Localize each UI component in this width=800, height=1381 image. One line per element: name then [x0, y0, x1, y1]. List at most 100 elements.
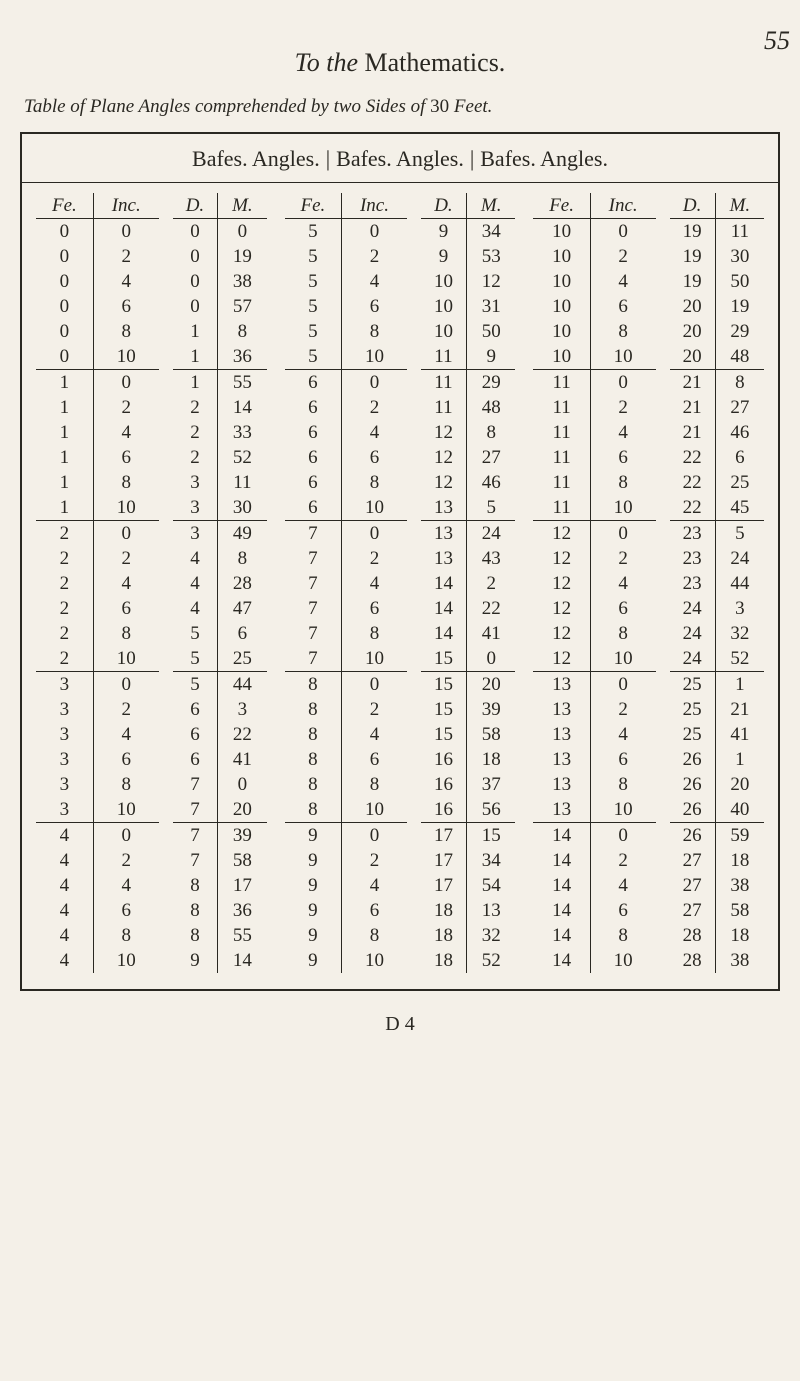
table-row: 1142146 [533, 420, 764, 445]
cell-m: 38 [715, 948, 764, 973]
cell-d: 1 [173, 370, 218, 396]
table-row: 136261 [533, 747, 764, 772]
table-row: 13102640 [533, 797, 764, 823]
cell-m: 55 [218, 923, 267, 948]
cell-fe: 7 [285, 596, 342, 621]
cell-d: 25 [670, 672, 716, 698]
table-row: 06057 [36, 294, 267, 319]
table-row: 1482818 [533, 923, 764, 948]
cell-m: 49 [218, 521, 267, 547]
row-gap [159, 646, 173, 672]
cell-m: 0 [467, 646, 516, 672]
row-gap [159, 294, 173, 319]
row-gap [656, 521, 670, 547]
cell-d: 10 [421, 294, 467, 319]
cell-fe: 11 [533, 470, 590, 495]
cell-inc: 0 [93, 672, 158, 698]
cell-d: 15 [421, 697, 467, 722]
cell-fe: 3 [36, 747, 93, 772]
row-gap [159, 747, 173, 772]
cell-d: 13 [421, 521, 467, 547]
cell-d: 7 [173, 823, 218, 849]
row-gap [407, 722, 421, 747]
table-row: 36641 [36, 747, 267, 772]
cell-d: 0 [173, 269, 218, 294]
cell-d: 17 [421, 823, 467, 849]
cell-m: 38 [218, 269, 267, 294]
row-gap [159, 923, 173, 948]
row-gap [656, 747, 670, 772]
cell-m: 58 [218, 848, 267, 873]
cell-m: 44 [715, 571, 764, 596]
table-row: 1322521 [533, 697, 764, 722]
table-row: 710150 [285, 646, 516, 672]
cell-d: 24 [670, 646, 716, 672]
cell-fe: 11 [533, 395, 590, 420]
cell-inc: 6 [590, 898, 655, 923]
cell-inc: 10 [93, 797, 158, 823]
cell-m: 32 [467, 923, 516, 948]
subtitle-num: 30 [430, 96, 449, 117]
cell-d: 15 [421, 722, 467, 747]
table-row: 34622 [36, 722, 267, 747]
row-gap [656, 772, 670, 797]
cell-d: 1 [173, 319, 218, 344]
cell-fe: 9 [285, 898, 342, 923]
cell-d: 8 [173, 898, 218, 923]
row-gap [407, 823, 421, 849]
row-gap [656, 344, 670, 370]
cell-m: 52 [218, 445, 267, 470]
col-head-fe: Fe. [285, 193, 342, 219]
cell-fe: 1 [36, 445, 93, 470]
cell-d: 15 [421, 672, 467, 698]
table-row: 901715 [285, 823, 516, 849]
cell-m: 9 [467, 344, 516, 370]
cell-inc: 4 [342, 722, 407, 747]
cell-inc: 8 [590, 621, 655, 646]
table-row: 961813 [285, 898, 516, 923]
cell-inc: 6 [342, 294, 407, 319]
cell-inc: 8 [93, 772, 158, 797]
cell-d: 6 [173, 697, 218, 722]
row-gap [407, 672, 421, 698]
cell-d: 17 [421, 873, 467, 898]
cell-fe: 1 [36, 420, 93, 445]
col-head-d: D. [173, 193, 218, 219]
cell-fe: 12 [533, 621, 590, 646]
cell-inc: 4 [93, 420, 158, 445]
table-row: 8101656 [285, 797, 516, 823]
table-row: 941754 [285, 873, 516, 898]
table-row: 14102838 [533, 948, 764, 973]
cell-d: 21 [670, 420, 716, 445]
cell-d: 12 [421, 420, 467, 445]
row-gap [656, 646, 670, 672]
table-row: 1082029 [533, 319, 764, 344]
cell-inc: 2 [342, 697, 407, 722]
cell-inc: 2 [342, 848, 407, 873]
cell-fe: 13 [533, 672, 590, 698]
table-row: 16252 [36, 445, 267, 470]
cell-fe: 8 [285, 772, 342, 797]
cell-m: 18 [715, 923, 764, 948]
cell-inc: 4 [93, 269, 158, 294]
table-row: 11102245 [533, 495, 764, 521]
cell-inc: 8 [590, 923, 655, 948]
row-gap [159, 546, 173, 571]
cell-inc: 4 [93, 873, 158, 898]
table-row: 1021930 [533, 244, 764, 269]
cell-d: 25 [670, 722, 716, 747]
row-gap [407, 923, 421, 948]
cell-fe: 7 [285, 546, 342, 571]
cell-inc: 0 [590, 370, 655, 396]
table-row: 20349 [36, 521, 267, 547]
row-gap [159, 596, 173, 621]
table-row: 3263 [36, 697, 267, 722]
header-group-2: Bafes. Angles. [336, 146, 464, 172]
cell-inc: 2 [590, 395, 655, 420]
cell-fe: 6 [285, 420, 342, 445]
cell-fe: 10 [533, 219, 590, 245]
row-gap [656, 495, 670, 521]
cell-d: 1 [173, 344, 218, 370]
cell-inc: 0 [93, 823, 158, 849]
cell-m: 37 [467, 772, 516, 797]
